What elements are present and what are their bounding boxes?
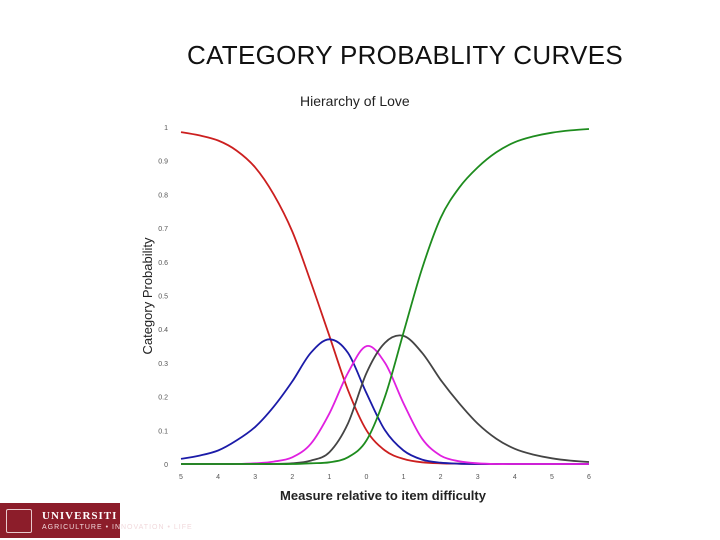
x-tick-label: 0: [365, 474, 369, 481]
x-tick-label: 4: [216, 474, 220, 481]
curves-layer: [180, 128, 590, 465]
y-tick-label: 0.5: [158, 294, 168, 301]
y-tick-label: 0.2: [158, 395, 168, 402]
footer-logo-bar: UNIVERSITI PU AGRICULTURE • INNOVATION •…: [0, 503, 192, 538]
y-tick-label: 0.9: [158, 159, 168, 166]
curve-series-4: [180, 334, 590, 465]
x-tick-label: 3: [476, 474, 480, 481]
y-axis-label: Category Probability: [140, 237, 155, 355]
x-tick-label: 6: [587, 474, 591, 481]
y-tick-label: 0.6: [158, 260, 168, 267]
curve-series-3: [180, 345, 589, 465]
footer-university-name: UNIVERSITI PU: [42, 510, 138, 522]
x-tick-label: 5: [179, 474, 183, 481]
y-tick-label: 0.4: [158, 327, 168, 334]
x-tick-label: 1: [327, 474, 331, 481]
chart-title: Hierarchy of Love: [300, 93, 410, 109]
x-tick-label: 4: [513, 474, 517, 481]
x-axis-label: Measure relative to item difficulty: [280, 488, 487, 503]
curve-series-5: [180, 128, 590, 465]
x-tick-label: 1: [402, 474, 406, 481]
y-tick-label: 1: [164, 125, 168, 132]
y-tick-label: 0.8: [158, 192, 168, 199]
x-tick-label: 2: [439, 474, 443, 481]
x-tick-label: 3: [253, 474, 257, 481]
curve-series-1: [180, 131, 589, 465]
curve-series-2: [180, 338, 589, 465]
x-axis-ticks: 5 4 3 2 1 0 1 2 3 4 5 6: [179, 474, 591, 481]
y-tick-label: 0.1: [158, 428, 168, 435]
footer-tagline: AGRICULTURE • INNOVATION • LIFE: [42, 524, 193, 531]
y-tick-label: 0.3: [158, 361, 168, 368]
x-tick-label: 2: [290, 474, 294, 481]
y-axis-ticks: 0 0.1 0.2 0.3 0.4 0.5 0.6 0.7 0.8 0.9 1: [158, 125, 168, 469]
y-tick-label: 0.7: [158, 226, 168, 233]
university-logo: [6, 509, 32, 533]
slide-title: CATEGORY PROBABLITY CURVES: [187, 40, 623, 70]
y-tick-label: 0: [164, 462, 168, 469]
x-tick-label: 5: [550, 474, 554, 481]
